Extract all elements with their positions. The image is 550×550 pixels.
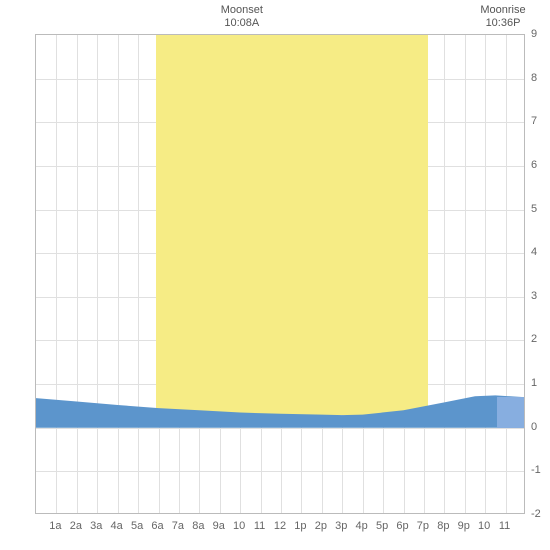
x-tick-label: 7a bbox=[172, 520, 184, 532]
y-tick-label: 7 bbox=[531, 115, 537, 127]
y-tick-label: -1 bbox=[531, 464, 541, 476]
moonset-time: 10:08A bbox=[221, 17, 263, 30]
y-tick-label: 9 bbox=[531, 28, 537, 40]
tide-area bbox=[36, 35, 525, 514]
x-tick-label: 11 bbox=[254, 520, 265, 532]
x-tick-label: 1a bbox=[49, 520, 61, 532]
x-tick-label: 10 bbox=[478, 520, 490, 532]
x-tick-label: 8p bbox=[437, 520, 449, 532]
x-tick-label: 2p bbox=[315, 520, 327, 532]
x-tick-label: 5p bbox=[376, 520, 388, 532]
y-tick-label: 8 bbox=[531, 72, 537, 84]
y-tick-label: 2 bbox=[531, 333, 537, 345]
y-tick-label: 5 bbox=[531, 203, 537, 215]
x-tick-label: 5a bbox=[131, 520, 143, 532]
x-tick-label: 12 bbox=[274, 520, 286, 532]
x-tick-label: 8a bbox=[192, 520, 204, 532]
x-tick-label: 3a bbox=[90, 520, 102, 532]
y-tick-label: 4 bbox=[531, 246, 537, 258]
x-tick-label: 4p bbox=[356, 520, 368, 532]
moonrise-annotation: Moonrise 10:36P bbox=[480, 4, 525, 30]
x-tick-label: 6a bbox=[151, 520, 163, 532]
x-tick-label: 9a bbox=[213, 520, 225, 532]
x-tick-label: 9p bbox=[458, 520, 470, 532]
y-tick-label: 6 bbox=[531, 159, 537, 171]
y-tick-label: 3 bbox=[531, 290, 537, 302]
x-tick-label: 10 bbox=[233, 520, 245, 532]
x-tick-label: 4a bbox=[111, 520, 123, 532]
x-tick-label: 7p bbox=[417, 520, 429, 532]
x-tick-label: 3p bbox=[335, 520, 347, 532]
moonrise-label: Moonrise bbox=[480, 4, 525, 17]
x-tick-label: 2a bbox=[70, 520, 82, 532]
moonset-annotation: Moonset 10:08A bbox=[221, 4, 263, 30]
x-tick-label: 1p bbox=[294, 520, 306, 532]
y-tick-label: -2 bbox=[531, 508, 541, 520]
moonset-label: Moonset bbox=[221, 4, 263, 17]
chart-wrap: Moonset 10:08A Moonrise 10:36P -2-101234… bbox=[0, 0, 550, 550]
x-tick-label: 6p bbox=[396, 520, 408, 532]
moonrise-overlay-band bbox=[497, 397, 525, 428]
y-tick-label: 1 bbox=[531, 377, 537, 389]
y-tick-label: 0 bbox=[531, 421, 537, 433]
plot-area bbox=[35, 34, 525, 514]
moonrise-time: 10:36P bbox=[480, 17, 525, 30]
x-tick-label: 11 bbox=[499, 520, 510, 532]
